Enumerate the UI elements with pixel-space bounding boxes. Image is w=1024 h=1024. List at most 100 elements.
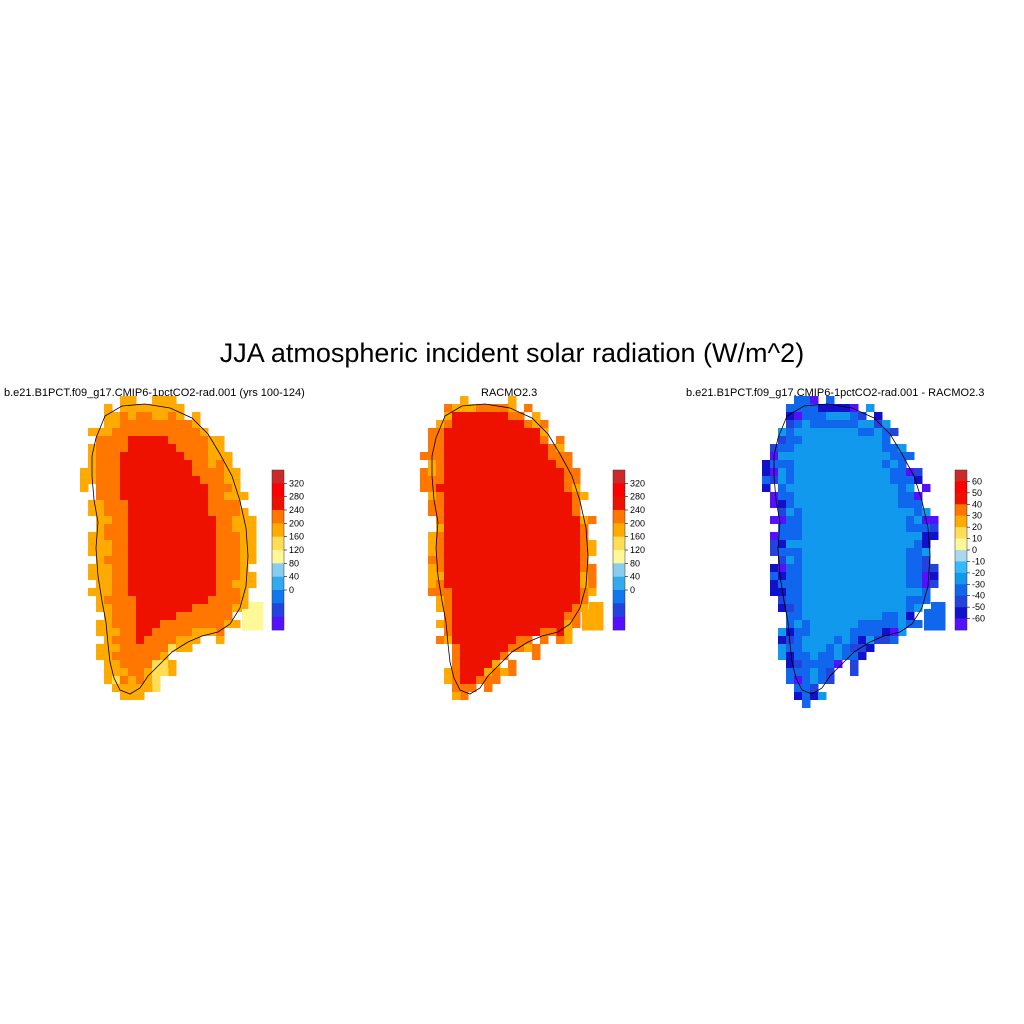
map-cell: [476, 564, 485, 572]
map-cell: [858, 444, 867, 452]
map-cell: [572, 604, 581, 612]
map-cell: [500, 444, 509, 452]
map-cell: [516, 628, 525, 636]
map-cell: [144, 676, 153, 684]
map-cell: [906, 524, 915, 532]
map-cell: [914, 588, 923, 596]
map-cell: [810, 572, 819, 580]
map-cell: [572, 492, 581, 500]
map-cell: [232, 564, 241, 572]
map-cell: [120, 556, 129, 564]
map-cell: [850, 452, 859, 460]
map-cell: [216, 452, 225, 460]
map-cell: [444, 580, 453, 588]
map-cell: [88, 588, 97, 596]
map-cell: [112, 612, 121, 620]
map-cell: [564, 492, 573, 500]
map-cell: [144, 596, 153, 604]
map-cell: [144, 652, 153, 660]
map-cell: [834, 468, 843, 476]
map-cell: [890, 532, 899, 540]
map-cell: [810, 604, 819, 612]
map-cell: [858, 620, 867, 628]
map-cell: [168, 604, 177, 612]
map-cell: [508, 572, 517, 580]
map-cell: [184, 460, 193, 468]
map-cell: [184, 524, 193, 532]
map-cell: [532, 468, 541, 476]
map-cell: [160, 596, 169, 604]
map-cell: [468, 668, 477, 676]
map-cell: [802, 532, 811, 540]
map-cell: [160, 636, 169, 644]
map-cell: [786, 604, 795, 612]
map-cell: [842, 452, 851, 460]
map-cell: [452, 644, 461, 652]
map-cell: [810, 612, 819, 620]
map-cell: [802, 412, 811, 420]
map-cell: [460, 404, 469, 412]
map-cell: [906, 452, 915, 460]
map-cell: [160, 644, 169, 652]
map-cell: [858, 412, 867, 420]
map-cell: [548, 460, 557, 468]
map-cell: [866, 500, 875, 508]
map-cell: [778, 484, 787, 492]
map-cell: [476, 660, 485, 668]
map-cell: [842, 532, 851, 540]
map-cell: [914, 508, 923, 516]
map-cell: [460, 676, 469, 684]
map-cell: [216, 580, 225, 588]
map-cell: [532, 436, 541, 444]
map-cell: [144, 532, 153, 540]
map-cell: [516, 412, 525, 420]
map-cell: [144, 660, 153, 668]
colorbar-tick-label: 40: [972, 499, 982, 509]
colorbar-swatch: [955, 515, 967, 528]
map-cell: [890, 572, 899, 580]
map-cell: [452, 548, 461, 556]
map-cell: [128, 500, 137, 508]
map-cell: [508, 468, 517, 476]
map-cell: [216, 532, 225, 540]
map-cell: [192, 444, 201, 452]
map-cell: [120, 612, 129, 620]
map-cell: [818, 628, 827, 636]
islet-cell: [596, 609, 604, 617]
map-cell: [460, 620, 469, 628]
map-cell: [476, 508, 485, 516]
map-cell: [452, 692, 461, 700]
islet-cell: [924, 623, 932, 631]
map-cell: [168, 428, 177, 436]
map-cell: [476, 532, 485, 540]
map-cell: [468, 596, 477, 604]
map-cell: [874, 540, 883, 548]
map-cell: [874, 572, 883, 580]
map-cell: [818, 620, 827, 628]
islet-cell: [256, 623, 264, 631]
colorbar-swatch: [955, 492, 967, 505]
map-cell: [248, 524, 257, 532]
map-cell: [548, 564, 557, 572]
islet-cell: [931, 602, 939, 610]
map-cell: [160, 588, 169, 596]
main-title: JJA atmospheric incident solar radiation…: [219, 338, 805, 368]
map-cell: [802, 604, 811, 612]
colorbar-swatch: [613, 510, 625, 524]
map-cell: [484, 540, 493, 548]
map-cell: [882, 628, 891, 636]
map-cell: [890, 476, 899, 484]
map-cell: [136, 636, 145, 644]
map-cell: [120, 564, 129, 572]
map-cell: [492, 468, 501, 476]
map-cell: [826, 572, 835, 580]
map-cell: [444, 556, 453, 564]
map-cell: [794, 564, 803, 572]
map-cell: [112, 684, 121, 692]
map-cell: [96, 500, 105, 508]
map-cell: [874, 532, 883, 540]
map-cell: [778, 556, 787, 564]
map-cell: [112, 596, 121, 604]
map-cell: [898, 572, 907, 580]
map-cell: [794, 580, 803, 588]
